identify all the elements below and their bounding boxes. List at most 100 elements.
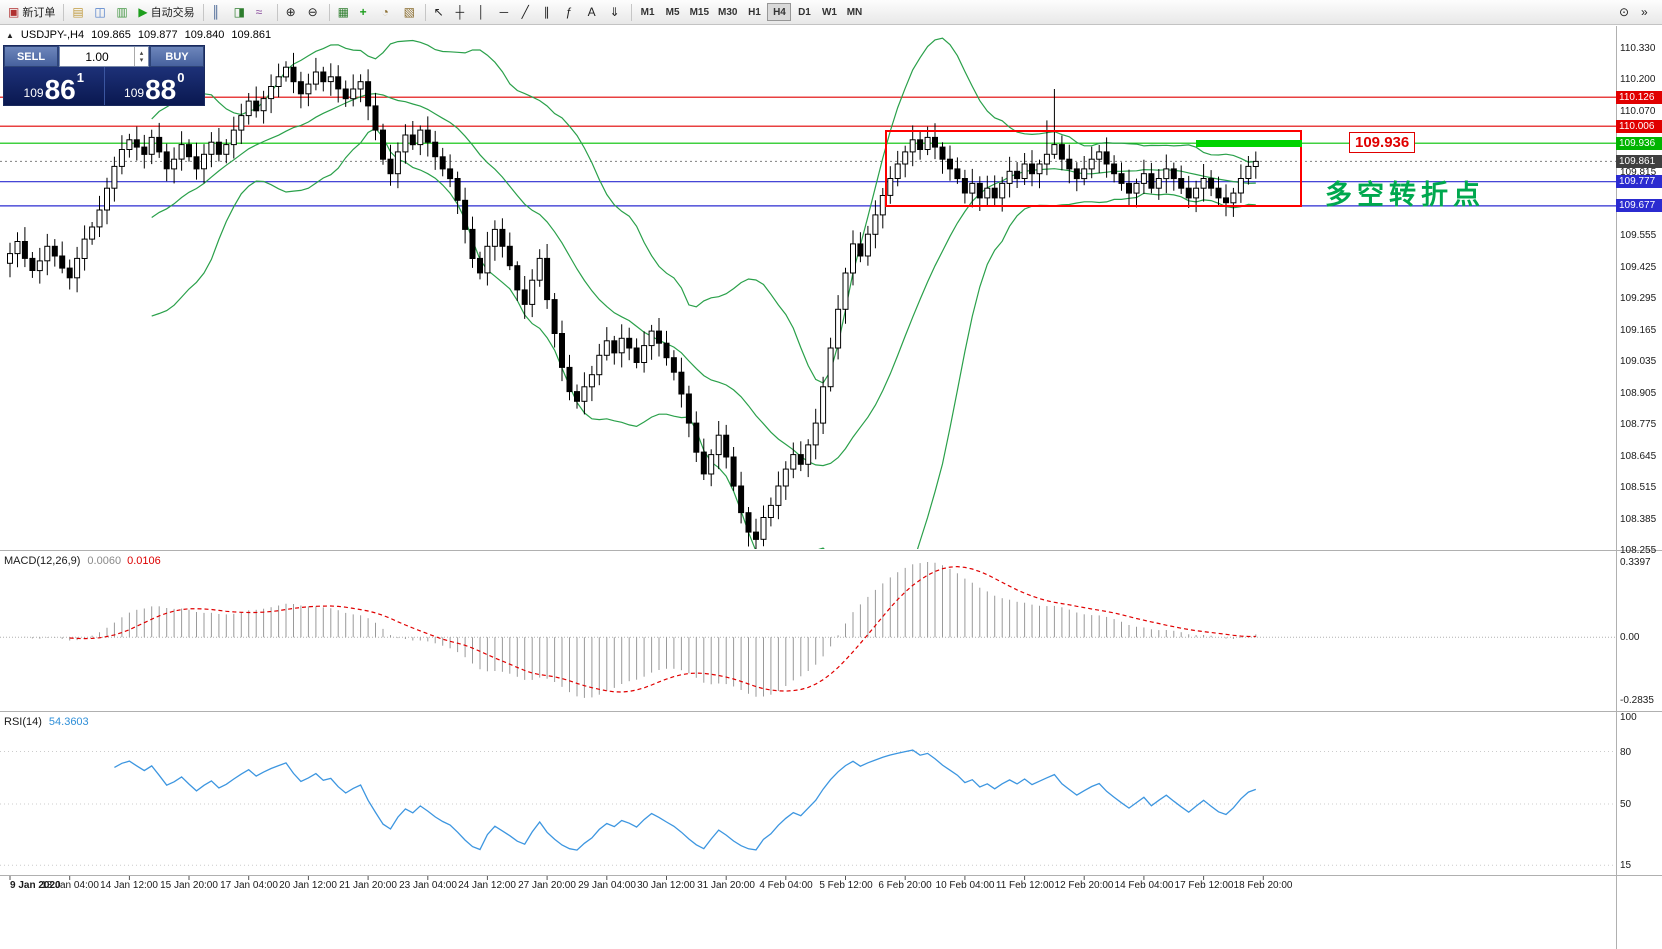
horizontal-line-button[interactable]: ─ xyxy=(496,2,517,23)
timeframe-d1-button[interactable]: D1 xyxy=(792,3,816,21)
search-button[interactable]: ⊙ xyxy=(1615,2,1636,23)
line-chart-button[interactable]: ≈ xyxy=(252,2,273,23)
timeframe-m15-button[interactable]: M15 xyxy=(686,3,713,21)
timeframe-h4-button[interactable]: H4 xyxy=(767,3,792,21)
text-label-button[interactable]: A xyxy=(584,2,605,23)
toolbar-separator xyxy=(424,3,426,21)
chart-symbol: USDJPY-,H4 xyxy=(20,29,85,41)
vertical-line-button[interactable]: │ xyxy=(474,2,495,23)
price-tick: 109.035 xyxy=(1620,356,1657,367)
resistance-thick-line[interactable] xyxy=(1196,140,1302,147)
candlestick-chart-icon: ◨ xyxy=(233,5,245,19)
overflow-button[interactable]: » xyxy=(1637,2,1658,23)
time-label: 29 Jan 04:00 xyxy=(578,880,636,891)
line-chart-icon: ≈ xyxy=(255,5,263,19)
equidistant-channel-icon: ∥ xyxy=(543,5,550,19)
cursor-button[interactable]: ↖ xyxy=(430,2,451,23)
horizontal-line-icon: ─ xyxy=(499,5,509,19)
time-label: 17 Feb 12:00 xyxy=(1174,880,1234,891)
market-watch-button[interactable]: ▤ xyxy=(68,2,89,23)
bar-chart-button[interactable]: ║ xyxy=(208,2,229,23)
timeframe-mn-button[interactable]: MN xyxy=(842,3,866,21)
volume-spinner[interactable]: 1.00 ▴ ▾ xyxy=(59,46,149,67)
macd-label: MACD(12,26,9) 0.0060 0.0106 xyxy=(4,555,161,567)
time-label: 17 Jan 04:00 xyxy=(220,880,278,891)
indicators-button[interactable]: + xyxy=(356,2,377,23)
fibonacci-button[interactable]: ƒ xyxy=(562,2,583,23)
price-tick: 108.645 xyxy=(1620,451,1657,462)
price-tick: 108.905 xyxy=(1620,388,1657,399)
equidistant-channel-button[interactable]: ∥ xyxy=(540,2,561,23)
timeframe-m30-button[interactable]: M30 xyxy=(714,3,741,21)
price-badge: 110.006 xyxy=(1616,120,1662,133)
rsi-axis-level: 15 xyxy=(1620,860,1632,871)
periods-button[interactable]: ◔ xyxy=(378,2,399,23)
buy-price[interactable]: 109 88 0 xyxy=(103,67,205,105)
time-label: 24 Jan 12:00 xyxy=(458,880,516,891)
buy-button[interactable]: BUY xyxy=(150,46,204,67)
rsi-value: 54.3603 xyxy=(48,716,89,728)
time-label: 12 Feb 20:00 xyxy=(1054,880,1114,891)
ohlc-close: 109.861 xyxy=(231,29,272,41)
arrows-button[interactable]: ⇓ xyxy=(606,2,627,23)
ohlc-high: 109.877 xyxy=(137,29,178,41)
time-label: 5 Feb 12:00 xyxy=(819,880,873,891)
price-tick: 110.200 xyxy=(1620,74,1656,85)
time-label: 11 Feb 12:00 xyxy=(995,880,1055,891)
macd-value-signal: 0.0106 xyxy=(127,555,161,567)
trendline-button[interactable]: ╱ xyxy=(518,2,539,23)
new-order-button[interactable]: ▣ 新订单 xyxy=(4,2,59,23)
price-tick: 109.295 xyxy=(1620,293,1657,304)
volume-down-icon[interactable]: ▾ xyxy=(139,56,144,64)
vertical-line-icon: │ xyxy=(477,5,486,19)
time-label: 20 Jan 12:00 xyxy=(279,880,337,891)
timeframe-h1-button[interactable]: H1 xyxy=(742,3,766,21)
navigator-icon: ◫ xyxy=(94,5,106,19)
rsi-axis-level: 100 xyxy=(1620,712,1637,723)
price-badge: 109.861 xyxy=(1616,155,1662,168)
collapse-arrow-icon[interactable]: ▲ xyxy=(6,30,14,40)
price-level-label[interactable]: 109.936 xyxy=(1349,132,1416,153)
search-icon: ⊙ xyxy=(1619,5,1630,19)
consolidation-rectangle[interactable] xyxy=(885,130,1302,207)
cursor-icon: ↖ xyxy=(433,5,444,19)
templates-button[interactable]: ▧ xyxy=(400,2,421,23)
tile-windows-button[interactable]: ▦ xyxy=(334,2,355,23)
market-watch-icon: ▤ xyxy=(72,5,84,19)
toolbar-separator xyxy=(276,3,278,21)
crosshair-button[interactable]: ┼ xyxy=(452,2,473,23)
navigator-button[interactable]: ◫ xyxy=(90,2,111,23)
price-badge: 109.936 xyxy=(1616,137,1662,150)
ohlc-open: 109.865 xyxy=(91,29,131,41)
toolbar-separator xyxy=(630,3,632,21)
turning-point-text[interactable]: 多空转折点 xyxy=(1325,180,1485,210)
volume-up-icon[interactable]: ▴ xyxy=(139,49,144,57)
price-tick: 108.385 xyxy=(1620,514,1657,525)
volume-value[interactable]: 1.00 xyxy=(85,49,109,64)
autotrading-button[interactable]: ▶ 自动交易 xyxy=(134,2,198,23)
time-label: 21 Jan 20:00 xyxy=(339,880,397,891)
macd-axis-max: 0.3397 xyxy=(1620,557,1651,568)
candlestick-chart-button[interactable]: ◨ xyxy=(230,2,251,23)
overflow-icon: » xyxy=(1641,5,1648,19)
macd-axis-zero: 0.00 xyxy=(1620,632,1640,643)
toolbar-separator xyxy=(328,3,330,21)
sell-button[interactable]: SELL xyxy=(4,46,58,67)
time-label: 27 Jan 20:00 xyxy=(518,880,576,891)
ohlc-low: 109.840 xyxy=(184,29,225,41)
zoom-out-button[interactable]: ⊖ xyxy=(304,2,325,23)
macd-name: MACD(12,26,9) xyxy=(4,555,81,567)
tile-windows-icon: ▦ xyxy=(337,5,349,19)
timeframe-w1-button[interactable]: W1 xyxy=(817,3,841,21)
timeframe-m5-button[interactable]: M5 xyxy=(661,3,685,21)
sell-price[interactable]: 109 86 1 xyxy=(23,70,84,105)
terminal-button[interactable]: ▥ xyxy=(112,2,133,23)
rsi-name: RSI(14) xyxy=(4,716,42,728)
timeframe-m1-button[interactable]: M1 xyxy=(636,3,660,21)
time-label: 9 Jan 2020 xyxy=(10,880,61,891)
zoom-in-button[interactable]: ⊕ xyxy=(282,2,303,23)
time-label: 18 Feb 20:00 xyxy=(1233,880,1293,891)
rsi-axis-level: 50 xyxy=(1620,799,1632,810)
new-order-icon: ▣ xyxy=(8,5,20,19)
